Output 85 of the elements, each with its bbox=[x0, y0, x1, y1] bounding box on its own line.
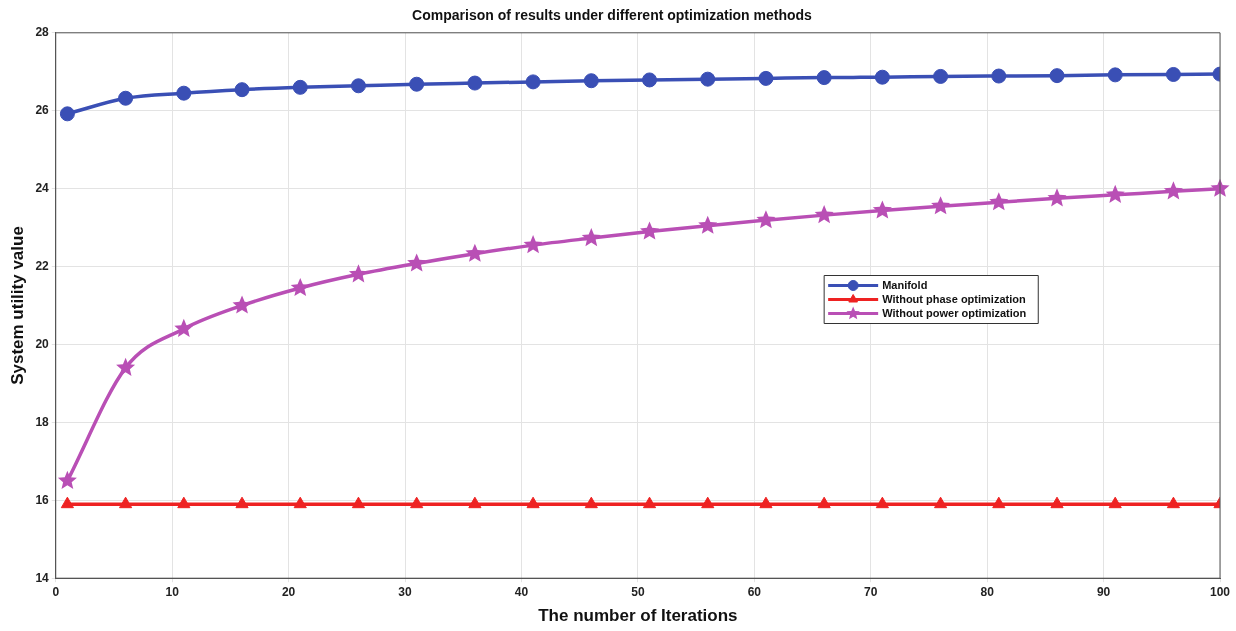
x-tick-label: 20 bbox=[281, 584, 296, 599]
chart-title: Comparison of results under different optimization methods bbox=[412, 7, 813, 24]
point bbox=[468, 496, 482, 509]
point bbox=[1047, 188, 1067, 207]
point bbox=[1050, 496, 1064, 509]
point bbox=[700, 71, 716, 87]
point bbox=[1049, 68, 1065, 84]
point bbox=[931, 196, 951, 215]
point bbox=[174, 318, 194, 337]
point bbox=[351, 496, 366, 509]
point bbox=[874, 69, 890, 85]
y-tick-label: 20 bbox=[35, 336, 50, 351]
point bbox=[292, 79, 308, 95]
point bbox=[1105, 184, 1125, 203]
point bbox=[698, 215, 718, 234]
legend-label: Without power optimization bbox=[882, 306, 1027, 319]
y-tick-label: 24 bbox=[35, 180, 50, 195]
point bbox=[989, 192, 1009, 211]
y-tick-label: 18 bbox=[35, 414, 50, 429]
point bbox=[465, 243, 485, 262]
point bbox=[872, 200, 892, 219]
point bbox=[758, 70, 774, 86]
point bbox=[1107, 67, 1123, 83]
point bbox=[348, 264, 368, 283]
point bbox=[642, 72, 658, 88]
y-tick-label: 16 bbox=[35, 492, 50, 507]
point bbox=[407, 253, 427, 272]
point bbox=[933, 68, 949, 84]
y-tick-label: 14 bbox=[35, 570, 50, 585]
point bbox=[409, 76, 425, 92]
point bbox=[875, 496, 889, 509]
x-tick-label: 40 bbox=[514, 584, 529, 599]
point bbox=[584, 496, 598, 509]
legend-label: Manifold bbox=[882, 278, 928, 291]
point bbox=[756, 210, 776, 229]
x-tick-label: 0 bbox=[52, 584, 60, 599]
point bbox=[701, 496, 715, 509]
point bbox=[290, 277, 310, 297]
point bbox=[176, 85, 192, 101]
x-tick-label: 10 bbox=[165, 584, 180, 599]
point bbox=[1163, 181, 1183, 200]
point bbox=[1165, 66, 1181, 82]
point bbox=[814, 205, 834, 224]
x-tick-label: 50 bbox=[631, 584, 645, 599]
point bbox=[581, 228, 601, 247]
point bbox=[991, 68, 1007, 84]
point bbox=[934, 496, 948, 509]
x-tick-label: 80 bbox=[980, 584, 995, 599]
point bbox=[523, 235, 543, 254]
point bbox=[817, 496, 831, 509]
point bbox=[583, 73, 599, 89]
y-tick-label: 26 bbox=[35, 103, 50, 118]
point bbox=[116, 357, 136, 376]
point bbox=[467, 75, 483, 91]
x-tick-label: 90 bbox=[1096, 584, 1111, 599]
y-tick-label: 22 bbox=[35, 258, 50, 273]
legend-label: Without phase optimization bbox=[882, 292, 1026, 305]
point bbox=[526, 496, 540, 509]
point bbox=[57, 470, 77, 489]
point bbox=[235, 496, 249, 509]
point bbox=[59, 106, 75, 122]
point bbox=[816, 70, 832, 86]
x-tick-label: 30 bbox=[398, 584, 413, 599]
y-axis-title: System utility value bbox=[7, 226, 27, 385]
x-tick-label: 70 bbox=[864, 584, 878, 599]
point bbox=[640, 221, 660, 240]
point bbox=[759, 496, 773, 509]
x-tick-label: 60 bbox=[747, 584, 762, 599]
point bbox=[1166, 496, 1180, 509]
point bbox=[60, 496, 74, 509]
y-tick-label: 28 bbox=[35, 25, 50, 40]
point bbox=[293, 496, 307, 509]
point bbox=[1108, 496, 1122, 509]
point bbox=[232, 295, 252, 314]
point bbox=[525, 74, 541, 90]
x-tick-label: 100 bbox=[1209, 584, 1231, 599]
point bbox=[350, 78, 366, 94]
point bbox=[410, 496, 424, 509]
point bbox=[119, 496, 133, 509]
point bbox=[177, 496, 191, 509]
point bbox=[118, 90, 134, 106]
point bbox=[642, 496, 657, 509]
x-axis-title: The number of Iterations bbox=[538, 606, 738, 626]
point bbox=[992, 496, 1006, 509]
point bbox=[234, 82, 250, 98]
